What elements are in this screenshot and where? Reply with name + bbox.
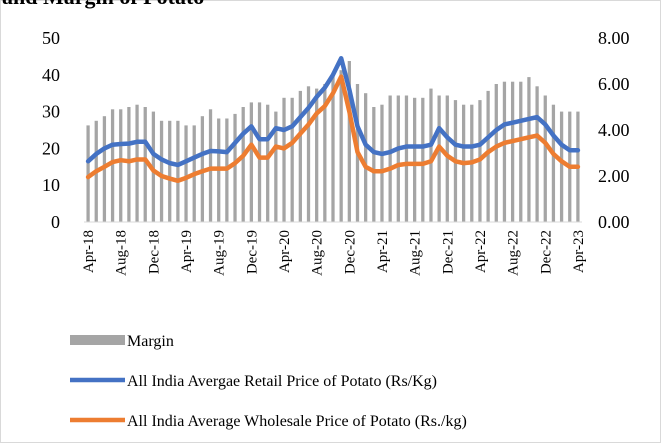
x-tick-label: Apr-22 [473,230,489,273]
y2-tick-label: 4.00 [598,120,630,140]
bar [388,95,392,222]
bar [559,111,564,222]
bar [257,102,262,222]
bar [323,84,327,222]
y-tick-label: 50 [42,28,60,48]
bar [135,104,139,222]
bar [86,125,90,222]
bar [396,95,400,222]
x-tick-label: Apr-20 [277,230,293,273]
bar [372,107,376,222]
bar [306,86,311,222]
legend-label: All India Average Wholesale Price of Pot… [127,413,467,430]
bar [119,109,123,222]
bar [143,107,147,222]
x-tick-label: Dec-18 [146,230,162,274]
line [85,74,581,184]
bar [494,84,498,222]
y-tick-label: 40 [42,65,60,85]
bar [527,77,531,222]
y-tick-label: 20 [42,138,60,158]
y-tick-label: 10 [42,175,60,195]
bar [535,86,539,222]
bar [282,97,286,222]
line [85,55,581,168]
legend-swatch [70,335,125,345]
bar [551,104,556,222]
bar [413,97,417,222]
x-tick-label: Aug-18 [114,230,130,276]
x-tick-label: Aug-19 [212,230,228,276]
bar [543,95,547,222]
legend-label: Margin [127,333,174,350]
x-tick-label: Dec-20 [342,230,358,274]
chart-title: and Margin of Potato [2,0,204,9]
bar [380,104,384,222]
bar [445,95,449,222]
bar [290,97,294,222]
y2-tick-label: 6.00 [598,74,630,94]
y-tick-label: 0 [51,212,60,232]
legend-label: All India Avergae Retail Price of Potato… [127,373,437,390]
x-tick-label: Apr-23 [571,230,587,273]
x-tick-label: Dec-21 [440,230,456,274]
bar [298,90,302,223]
bar [331,74,335,222]
x-tick-label: Aug-22 [506,230,522,276]
y2-tick-label: 8.00 [598,28,630,48]
bar [404,95,409,222]
bar [437,95,441,222]
bar [274,111,278,222]
bar [347,61,351,222]
y2-tick-label: 0.00 [598,212,630,232]
bar [266,104,270,222]
bar [184,125,188,222]
bar [159,120,164,222]
bar [168,120,172,222]
bar [486,90,490,223]
y2-tick-label: 2.00 [598,166,630,186]
y-tick-label: 30 [42,102,60,122]
x-tick-label: Dec-19 [244,230,260,274]
x-tick-label: Aug-20 [310,230,326,276]
x-tick-label: Apr-19 [179,230,195,273]
bar [519,81,523,222]
x-tick-label: Apr-18 [81,230,97,273]
bar [241,107,245,222]
bar [429,88,433,222]
bar [364,93,368,222]
bar [208,109,213,222]
bar [176,120,180,222]
bar [502,81,507,222]
bar [110,109,115,222]
bar [510,81,515,222]
bar [339,70,343,222]
bar [127,107,131,222]
bar [421,97,425,222]
bar [315,88,319,222]
x-tick-label: Aug-21 [408,230,424,276]
x-tick-label: Apr-21 [375,230,391,273]
bar [249,102,253,222]
x-tick-label: Dec-22 [538,230,554,274]
bar [233,113,237,222]
